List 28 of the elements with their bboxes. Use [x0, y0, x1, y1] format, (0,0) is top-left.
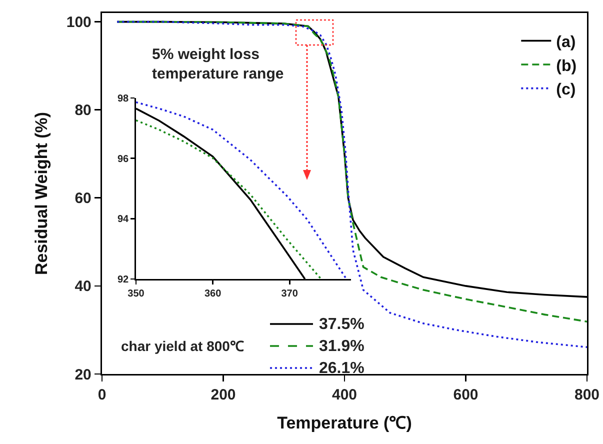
line-series [136, 101, 348, 279]
x-tick-label: 0 [98, 386, 106, 404]
y-tick-label: 98 [117, 94, 130, 104]
y-tick-label: 100 [66, 14, 92, 32]
x-tick-label: 350 [128, 288, 145, 300]
annotation: 37.5% [319, 316, 364, 333]
x-tick-label: 370 [281, 288, 298, 300]
y-tick-label: 80 [74, 102, 92, 120]
legend-label: (c) [556, 82, 576, 99]
annotation: 5% weight loss temperature range [152, 46, 284, 82]
x-tick-label: 800 [574, 386, 600, 404]
legend-label: (b) [556, 58, 577, 75]
annotation: 31.9% [319, 338, 364, 355]
annotation: 26.1% [319, 360, 364, 377]
x-axis-title: Temperature (℃) [277, 414, 412, 433]
x-tick-label: 400 [332, 386, 358, 404]
y-tick-label: 96 [117, 154, 130, 165]
legend-label: (a) [556, 34, 576, 51]
x-tick-label: 200 [210, 386, 236, 404]
x-tick-label: 360 [204, 288, 222, 300]
y-tick-label: 40 [74, 278, 92, 296]
y-tick-label: 92 [117, 274, 130, 286]
y-tick-label: 94 [117, 214, 130, 226]
y-tick-label: 20 [74, 366, 92, 384]
y-axis-title: Residual Weight (%) [32, 112, 52, 276]
x-tick-label: 600 [453, 386, 478, 404]
y-tick-label: 60 [74, 190, 92, 208]
annotation: char yield at 800℃ [121, 338, 244, 354]
